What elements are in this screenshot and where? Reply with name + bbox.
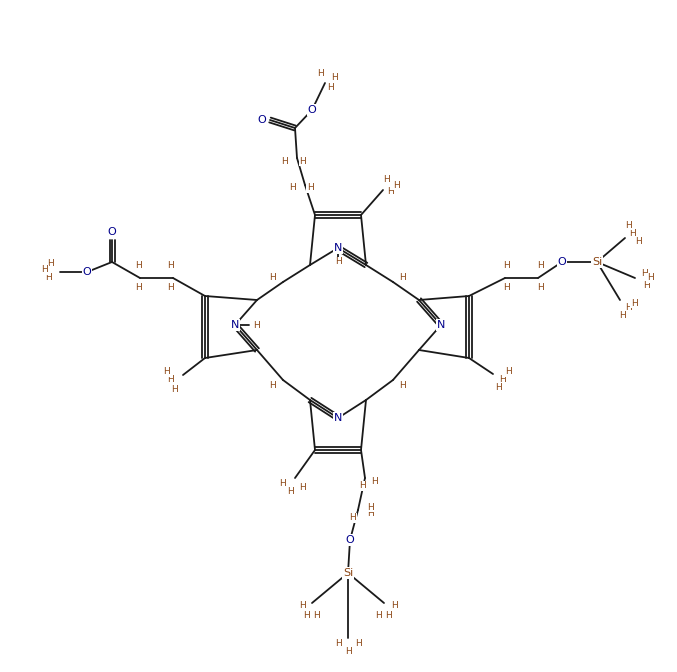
Text: H: H [47,259,53,269]
Text: H: H [313,610,320,620]
Text: H: H [355,638,362,648]
Text: O: O [83,267,91,277]
Text: H: H [372,476,378,485]
Text: H: H [388,187,395,196]
Text: H: H [504,261,510,271]
Text: H: H [299,601,305,610]
Text: H: H [625,304,632,312]
Text: O: O [307,105,316,115]
Text: H: H [367,509,374,517]
Text: H: H [636,237,642,245]
Text: N: N [437,320,445,330]
Text: H: H [495,384,502,392]
Text: H: H [135,284,141,292]
Text: N: N [231,320,239,330]
Text: H: H [504,284,510,292]
Text: H: H [334,638,341,648]
Text: H: H [269,380,276,390]
Text: N: N [334,413,342,423]
Text: H: H [172,384,178,394]
Text: H: H [399,273,406,282]
Text: O: O [346,535,354,545]
Text: H: H [269,273,276,282]
Text: H: H [45,273,51,282]
Text: H: H [168,261,175,271]
Text: H: H [317,69,324,77]
Text: H: H [619,310,626,319]
Text: H: H [300,483,307,493]
Text: H: H [642,269,649,278]
Text: H: H [286,487,293,495]
Text: N: N [334,243,342,253]
Text: H: H [399,380,406,390]
Text: H: H [349,513,356,523]
Text: O: O [558,257,567,267]
Text: H: H [168,376,175,384]
Text: H: H [644,280,651,290]
Text: H: H [41,265,48,274]
Text: H: H [254,321,261,329]
Text: H: H [303,610,310,620]
Text: H: H [367,503,374,511]
Text: H: H [393,181,400,190]
Text: O: O [258,115,266,125]
Text: H: H [334,257,341,267]
Text: H: H [280,478,286,487]
Text: H: H [282,157,288,165]
Text: H: H [391,601,397,610]
Text: O: O [108,227,116,237]
Text: H: H [164,368,171,376]
Text: H: H [168,284,175,292]
Text: H: H [386,610,393,620]
Text: H: H [630,228,636,237]
Text: H: H [290,183,297,192]
Text: H: H [332,73,338,83]
Text: H: H [537,261,544,271]
Text: H: H [383,175,389,185]
Text: Si: Si [343,568,353,578]
Text: H: H [326,83,333,93]
Text: H: H [376,610,383,620]
Text: H: H [537,284,544,292]
Text: H: H [647,274,653,282]
Text: H: H [504,368,511,376]
Text: H: H [500,374,506,384]
Text: Si: Si [592,257,602,267]
Text: H: H [630,298,637,308]
Text: H: H [300,157,307,165]
Text: H: H [359,482,366,491]
Text: H: H [135,261,141,271]
Text: H: H [625,220,632,230]
Text: H: H [345,648,351,657]
Text: H: H [307,183,313,192]
